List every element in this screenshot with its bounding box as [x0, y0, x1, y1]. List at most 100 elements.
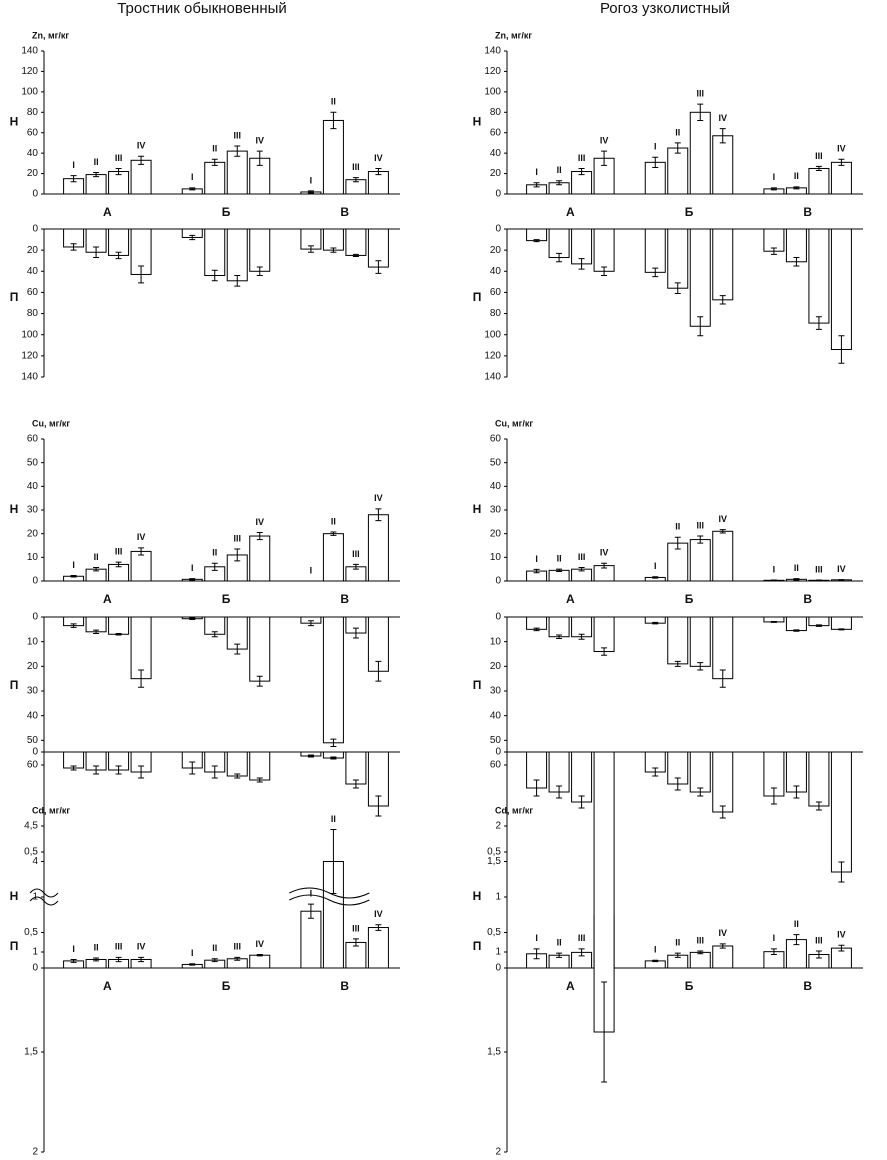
bar-label: I [535, 554, 538, 564]
error-bar [556, 952, 563, 958]
group-label: Б [685, 979, 694, 993]
bar-label: I [72, 160, 75, 170]
error-bar [652, 621, 659, 625]
y-tick-label: 30 [490, 686, 502, 697]
error-bar [115, 765, 122, 775]
error-bar [533, 568, 540, 574]
bar [548, 616, 570, 638]
y-tick-label: 30 [27, 686, 39, 697]
error-bar [375, 795, 382, 817]
y-tick-label: 20 [490, 245, 502, 256]
y-tick-label: 20 [490, 168, 502, 179]
error-bar [330, 111, 337, 130]
error-bar [652, 267, 659, 278]
error-bar [674, 142, 681, 154]
error-bar [719, 805, 726, 819]
group-label: Б [685, 205, 694, 219]
group-label: В [340, 205, 349, 219]
error-bar [601, 981, 608, 1083]
bar [808, 616, 830, 627]
error-bar [234, 548, 241, 562]
bar-label: III [696, 88, 704, 98]
bar-label: II [675, 127, 680, 137]
element-label: Zn, мг/кг [495, 30, 532, 40]
column-title: Рогоз узколистный [600, 0, 730, 17]
bar-label: II [794, 563, 799, 573]
bar-label: II [331, 814, 336, 824]
y-tick-label: 60 [27, 127, 39, 138]
y-tick-label: 0 [32, 576, 38, 587]
side-label: Н [10, 115, 19, 129]
error-bar [601, 266, 608, 277]
bar-label: II [94, 552, 99, 562]
side-label: Н [473, 115, 482, 129]
bar-label: IV [255, 517, 264, 527]
y-tick-label: 40 [490, 710, 502, 721]
y-tick-label: 0 [495, 189, 501, 200]
group-label: Б [685, 592, 694, 606]
error-bar [211, 269, 218, 282]
bar [345, 751, 367, 785]
error-bar [115, 956, 122, 963]
y-tick-label: 20 [27, 528, 39, 539]
y-tick-label: 2 [495, 821, 501, 832]
error-bar [697, 787, 704, 797]
bar [130, 616, 152, 680]
error-bar [533, 627, 540, 632]
bar-label: IV [137, 942, 146, 952]
error-bar [815, 801, 822, 811]
y-tick-label: 10 [490, 636, 502, 647]
y-tick-label: 20 [27, 168, 39, 179]
group-label: А [103, 592, 112, 606]
y-tick-label: 60 [27, 760, 39, 771]
bar [712, 228, 734, 301]
bar-label: III [233, 942, 241, 952]
error-bar [533, 182, 540, 188]
bar [108, 616, 130, 635]
error-bar [256, 150, 263, 166]
y-tick-label: 40 [490, 266, 502, 277]
error-bar [578, 795, 585, 809]
y-tick-label: 120 [21, 66, 38, 77]
y-tick-label: 1 [32, 947, 38, 958]
bar-label: III [578, 153, 586, 163]
error-bar [838, 335, 845, 364]
error-bar [578, 633, 585, 640]
bar-label: II [94, 157, 99, 167]
error-bar [652, 156, 659, 168]
y-tick-label: 40 [490, 148, 502, 159]
y-tick-label: 0 [495, 612, 501, 623]
bar [808, 167, 830, 195]
error-bar [601, 150, 608, 166]
bar-label: III [696, 935, 704, 945]
y-tick-label: 0 [495, 963, 501, 974]
bar-label: I [310, 565, 313, 575]
y-tick-label: 10 [27, 636, 39, 647]
bar-label: III [352, 923, 360, 933]
error-bar [770, 787, 777, 805]
error-bar [815, 624, 822, 627]
y-tick-label: 100 [484, 329, 501, 340]
side-label: П [473, 939, 482, 953]
y-tick-label: 20 [27, 661, 39, 672]
bar [249, 954, 271, 969]
bar [226, 751, 248, 777]
y-tick-label: 0 [32, 612, 38, 623]
bar-label: II [557, 937, 562, 947]
error-bar [838, 861, 845, 883]
error-bar [93, 172, 100, 178]
side-label: П [10, 939, 19, 953]
error-bar [211, 562, 218, 571]
y-tick-label: 1 [495, 892, 501, 903]
bar [322, 228, 344, 251]
bar-label: IV [837, 144, 846, 154]
error-bar [674, 777, 681, 791]
error-bar [533, 948, 540, 960]
error-bar [674, 952, 681, 958]
error-bar [352, 563, 359, 570]
bar [830, 161, 852, 195]
bar [712, 751, 734, 813]
y-tick-label: 20 [490, 528, 502, 539]
bar [322, 119, 344, 195]
bar-label: I [72, 560, 75, 570]
